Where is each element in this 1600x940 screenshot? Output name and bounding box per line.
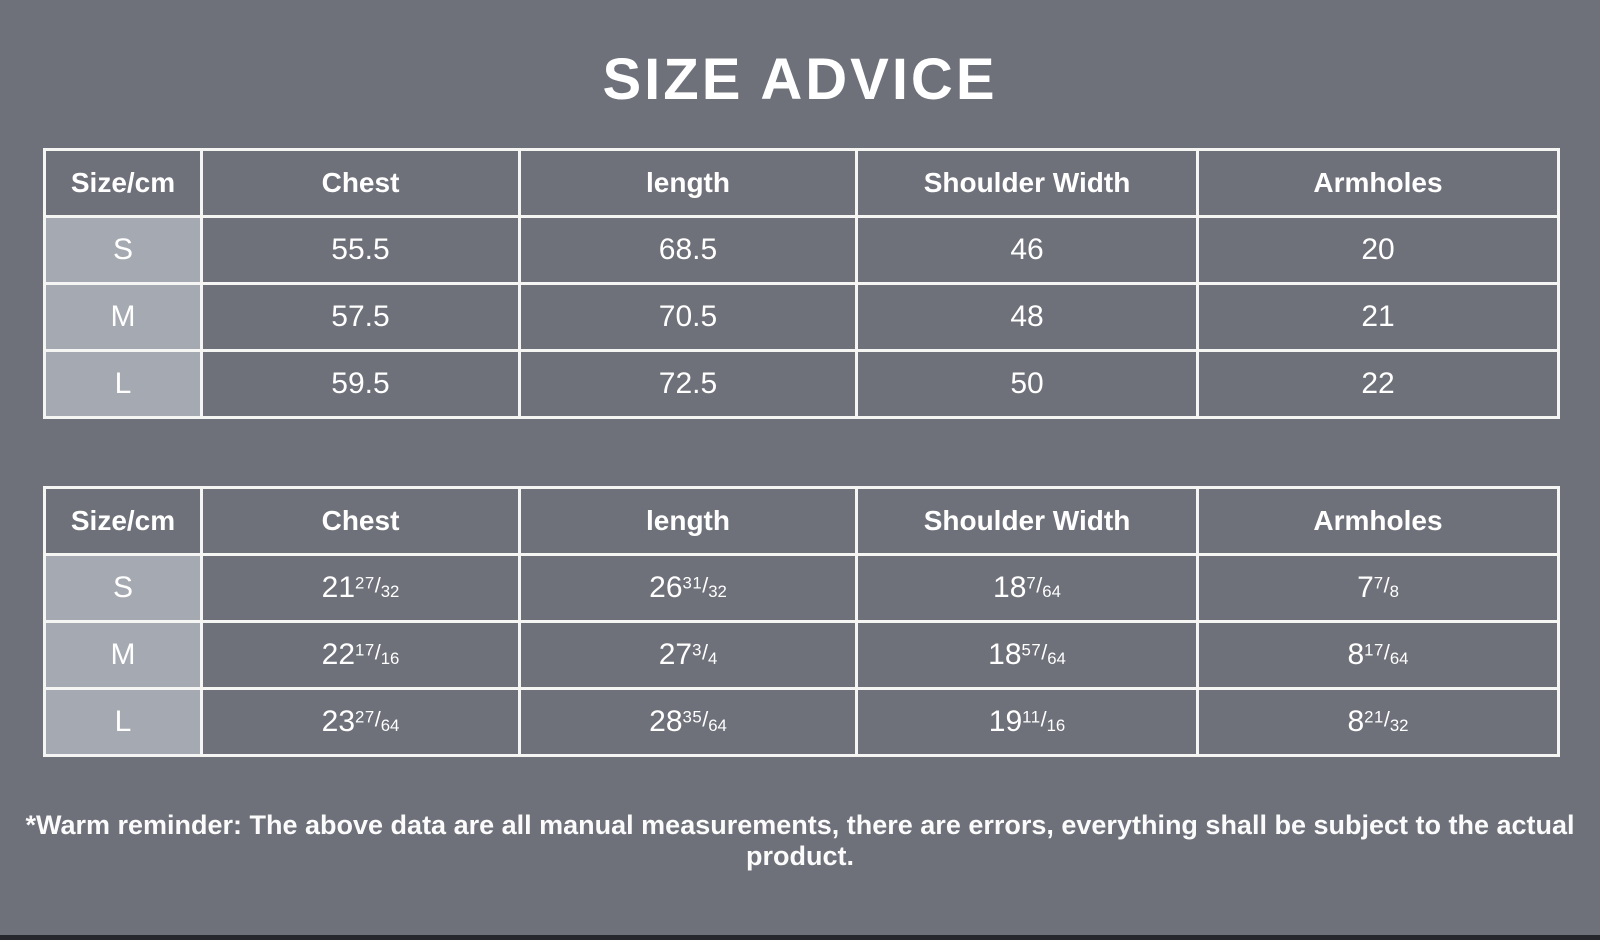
size-table-inch: Size/cm Chest length Shoulder Width Armholes…: [43, 486, 1560, 757]
size-table-inch-body: S 2127/32 2631/32 187/64 77/8 M 2217/16 273/4 18…: [43, 553, 1560, 757]
page-title: SIZE ADVICE: [602, 47, 998, 112]
size-table-cm: Size/cm Chest length Shoulder Width Armholes…: [43, 148, 1560, 419]
measurement-value: 817/64: [1196, 620, 1560, 690]
header-armholes: Armholes: [1196, 148, 1560, 218]
table-row-m: M 2217/16 273/4 1857/64 817/64: [43, 620, 1560, 690]
size-label: S: [43, 215, 203, 285]
warm-reminder-text: *Warm reminder: The above data are all m…: [25, 810, 1575, 871]
measurement-value: 187/64: [855, 553, 1199, 623]
measurement-value: 46: [855, 215, 1199, 285]
measurement-value: 2631/32: [518, 553, 858, 623]
size-table-inch-header: Size/cm Chest length Shoulder Width Armholes: [43, 486, 1560, 556]
fraction-value: 2217/16: [321, 638, 400, 671]
size-label: M: [43, 282, 203, 352]
header-length: length: [518, 148, 858, 218]
measurement-value: 20: [1196, 215, 1560, 285]
measurement-value: 77/8: [1196, 553, 1560, 623]
measurement-value: 70.5: [518, 282, 858, 352]
fraction-value: 1857/64: [988, 638, 1066, 671]
measurement-value: 2217/16: [200, 620, 521, 690]
measurement-value: 50: [855, 349, 1199, 419]
measurement-value: 21: [1196, 282, 1560, 352]
measurement-value: 48: [855, 282, 1199, 352]
measurement-value: 2835/64: [518, 687, 858, 757]
size-label: L: [43, 349, 203, 419]
size-label: L: [43, 687, 203, 757]
fraction-value: 821/32: [1347, 705, 1409, 738]
fraction-value: 187/64: [993, 571, 1061, 604]
header-chest: Chest: [200, 148, 521, 218]
fraction-value: 2631/32: [649, 571, 727, 604]
measurement-value: 55.5: [200, 215, 521, 285]
table-row-l: L 2327/64 2835/64 1911/16 821/32: [43, 687, 1560, 757]
table-row-s: S 2127/32 2631/32 187/64 77/8: [43, 553, 1560, 623]
header-chest: Chest: [200, 486, 521, 556]
header-size-label: Size/cm: [43, 486, 203, 556]
table-row-m: M 57.5 70.5 48 21: [43, 282, 1560, 352]
measurement-value: 72.5: [518, 349, 858, 419]
header-length: length: [518, 486, 858, 556]
table-header-row: Size/cm Chest length Shoulder Width Armholes: [43, 148, 1560, 218]
header-shoulder-width: Shoulder Width: [855, 148, 1199, 218]
measurement-value: 57.5: [200, 282, 521, 352]
header-size-label: Size/cm: [43, 148, 203, 218]
measurement-value: 2127/32: [200, 553, 521, 623]
measurement-value: 68.5: [518, 215, 858, 285]
measurement-value: 821/32: [1196, 687, 1560, 757]
fraction-value: 817/64: [1347, 638, 1409, 671]
measurement-value: 273/4: [518, 620, 858, 690]
measurement-value: 22: [1196, 349, 1560, 419]
header-shoulder-width: Shoulder Width: [855, 486, 1199, 556]
measurement-value: 59.5: [200, 349, 521, 419]
table-row-s: S 55.5 68.5 46 20: [43, 215, 1560, 285]
measurement-value: 2327/64: [200, 687, 521, 757]
bottom-edge-bar: [0, 935, 1600, 940]
size-label: S: [43, 553, 203, 623]
fraction-value: 2327/64: [321, 705, 400, 738]
header-armholes: Armholes: [1196, 486, 1560, 556]
fraction-value: 273/4: [658, 638, 718, 671]
fraction-value: 77/8: [1357, 571, 1399, 604]
table-header-row: Size/cm Chest length Shoulder Width Armholes: [43, 486, 1560, 556]
fraction-value: 2127/32: [321, 571, 400, 604]
measurement-value: 1911/16: [855, 687, 1199, 757]
size-table-cm-header: Size/cm Chest length Shoulder Width Armholes: [43, 148, 1560, 218]
fraction-value: 2835/64: [649, 705, 727, 738]
size-label: M: [43, 620, 203, 690]
size-table-cm-body: S 55.5 68.5 46 20 M 57.5 70.5 48 21 L 59.5 72.5 50 22: [43, 215, 1560, 419]
table-row-l: L 59.5 72.5 50 22: [43, 349, 1560, 419]
fraction-value: 1911/16: [988, 705, 1066, 738]
measurement-value: 1857/64: [855, 620, 1199, 690]
